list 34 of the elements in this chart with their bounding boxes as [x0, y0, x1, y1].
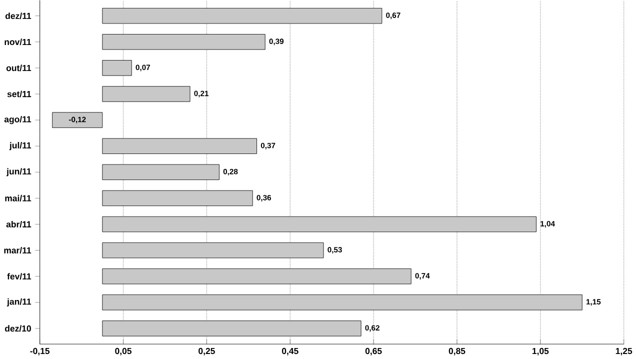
x-tick-label: 1,25: [616, 348, 632, 356]
bar: [102, 86, 190, 102]
bar: [102, 138, 257, 154]
bar: [102, 60, 132, 76]
bar: [102, 294, 582, 310]
x-tick-label: 0,05: [115, 348, 132, 356]
y-tick-label: jul/11: [9, 142, 32, 150]
x-tick-label: -0,15: [30, 348, 50, 356]
x-tick-label: 1,05: [532, 348, 549, 356]
x-tick-label: 0,85: [448, 348, 466, 356]
y-tick-label: jun/11: [6, 168, 32, 176]
bar: [102, 8, 382, 24]
bar: [102, 216, 536, 232]
y-tick-label: nov/11: [4, 38, 32, 46]
bar: [102, 164, 220, 180]
bar: [52, 112, 103, 128]
y-tick-label: ago/11: [4, 116, 32, 124]
x-tick-label: 0,25: [198, 348, 215, 356]
x-tick-label: 0,65: [365, 348, 382, 356]
y-tick-label: mar/11: [4, 247, 32, 254]
bar: [102, 190, 253, 206]
bar: [102, 320, 362, 336]
y-tick-label: mai/11: [5, 194, 32, 202]
bar: [102, 268, 412, 284]
bar: [102, 34, 266, 50]
y-tick-label: fev/11: [7, 273, 32, 280]
bar: [102, 242, 324, 258]
y-tick-label: dez/11: [5, 12, 32, 20]
y-tick-label: jan/11: [6, 298, 32, 306]
y-tick-label: abr/11: [6, 220, 32, 228]
y-tick-label: set/11: [7, 90, 32, 98]
y-tick-label: out/11: [6, 64, 32, 72]
x-tick-label: 0,45: [282, 348, 298, 356]
y-tick-label: dez/10: [4, 325, 31, 332]
